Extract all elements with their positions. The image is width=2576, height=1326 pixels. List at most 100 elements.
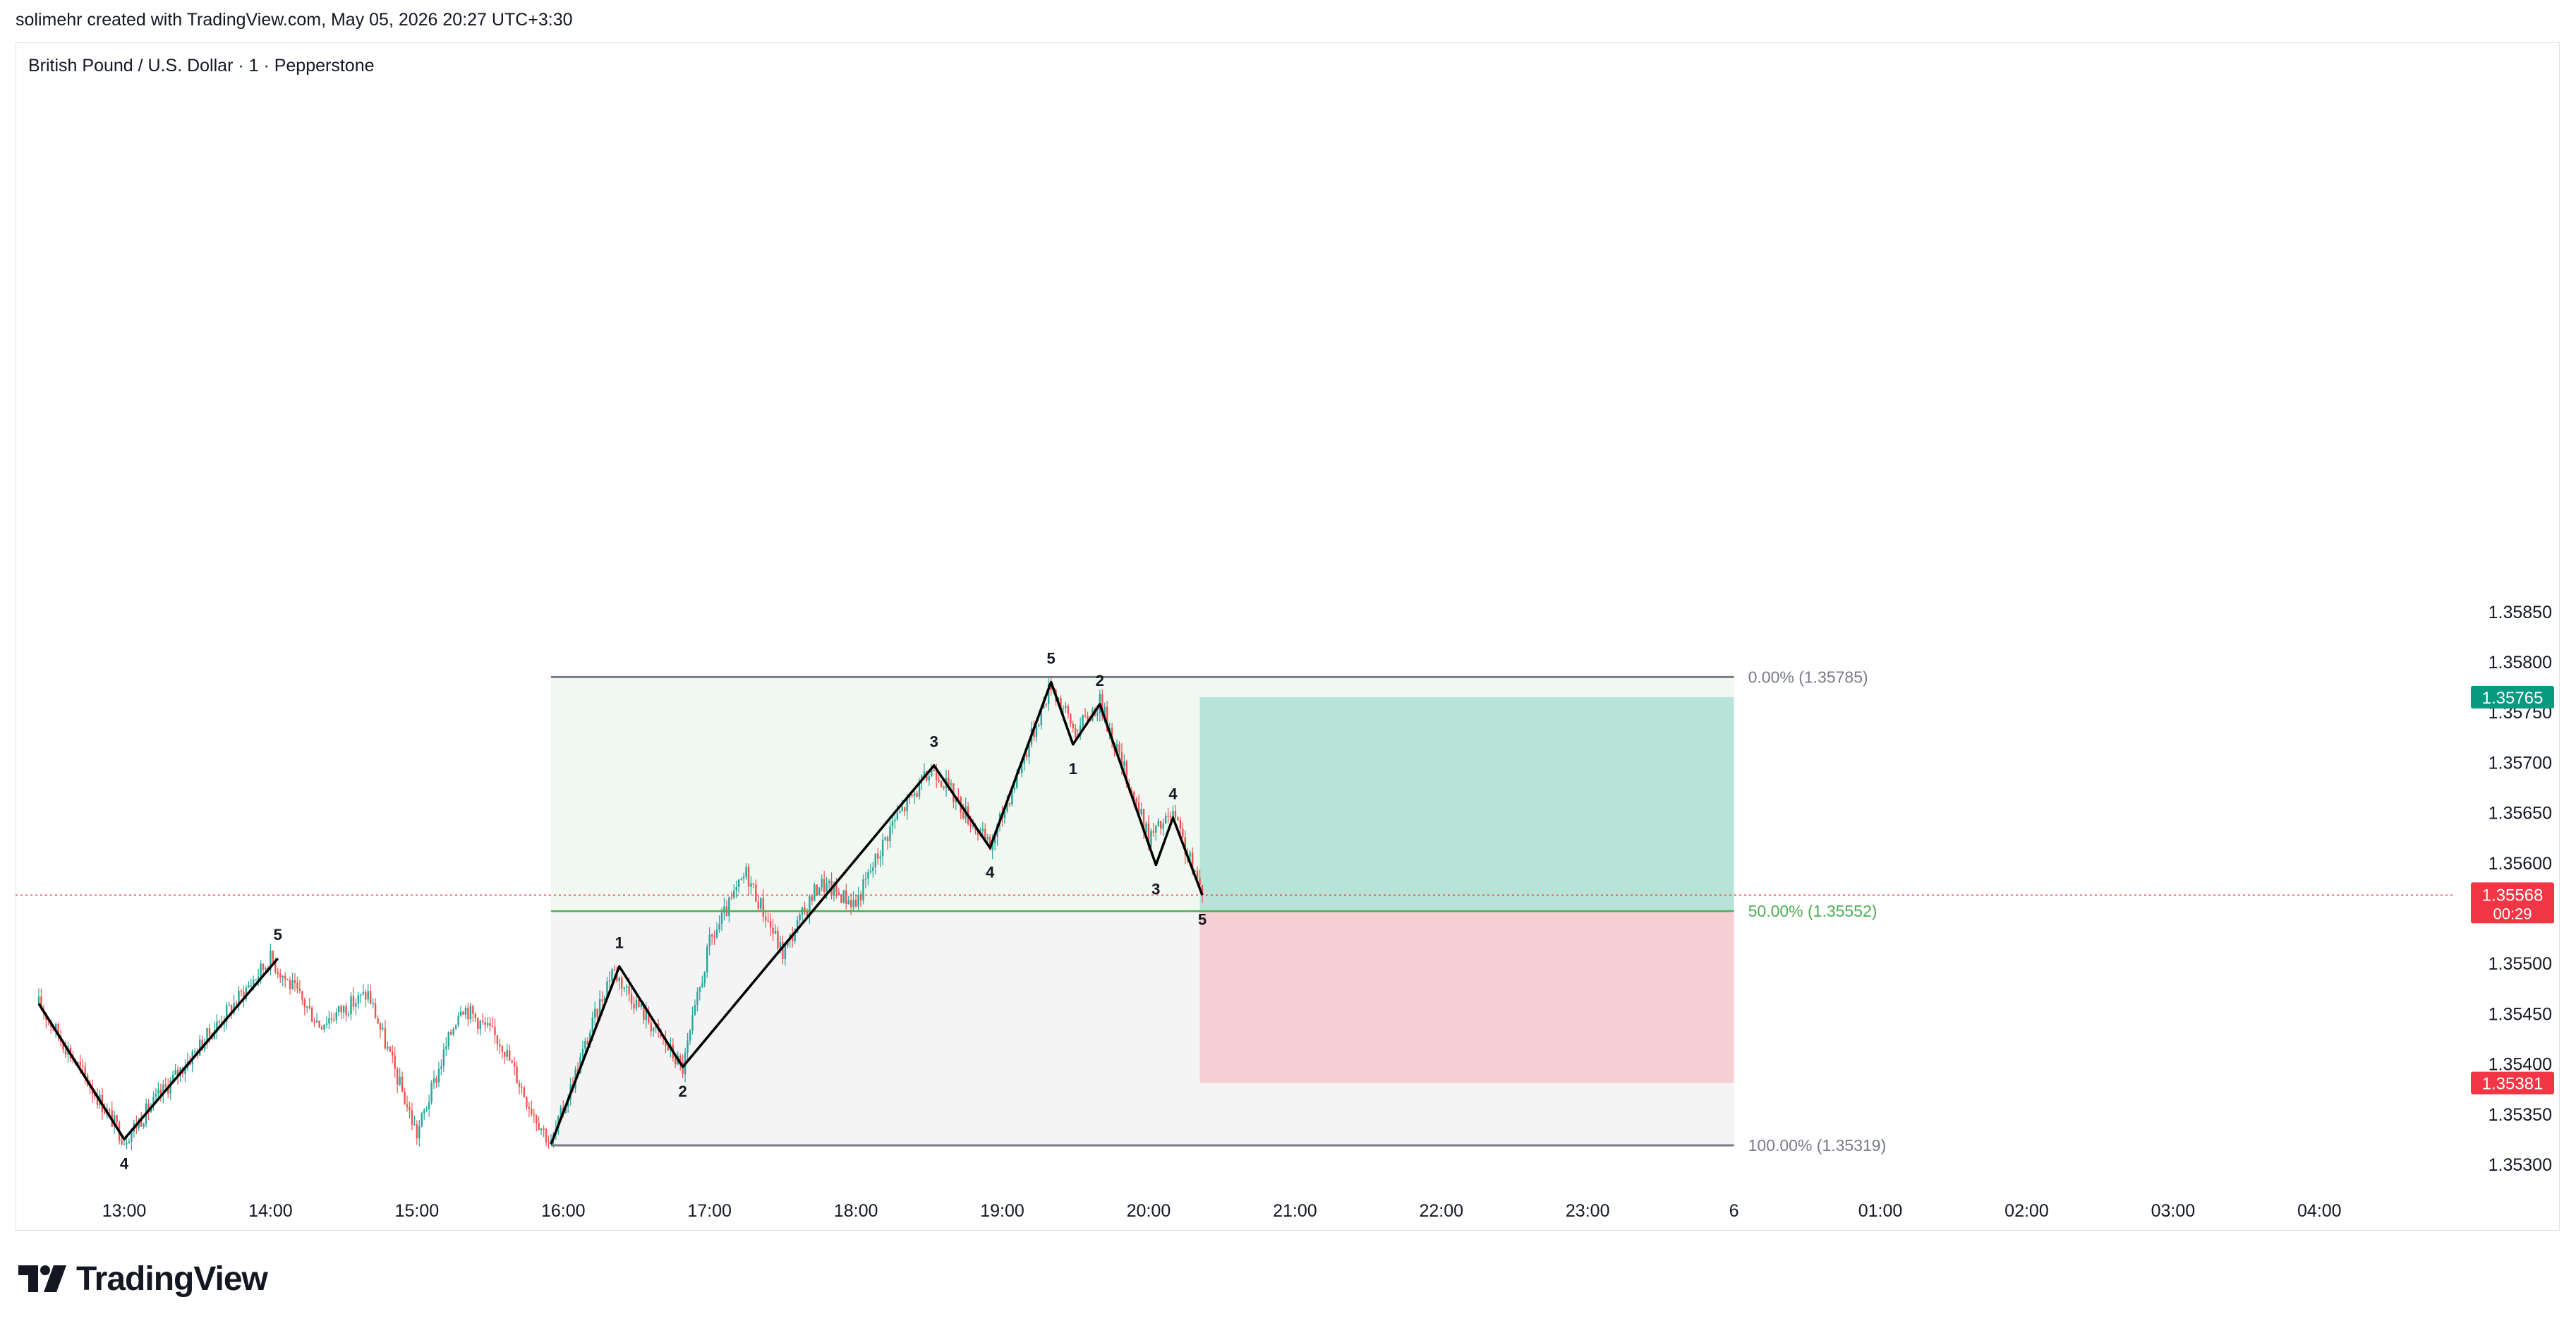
candle-body [126,1143,128,1145]
candle-body [433,1078,435,1083]
x-tick-4: 17:00 [687,1201,732,1221]
candle-body [1147,823,1150,847]
wave-label-6: 5 [1047,649,1056,667]
y-tick-3: 1.35700 [2489,753,2552,773]
candle-body [452,1028,454,1035]
candle-body [940,781,943,788]
candle-body [533,1114,535,1116]
candle-body [594,1008,596,1018]
candle-body [394,1055,396,1069]
candle-body [777,930,779,948]
candle-body [821,879,823,888]
candle-body [464,1007,467,1015]
candle-body [1028,745,1030,757]
candle-body [428,1102,430,1109]
candle-body [442,1049,445,1066]
candle-body [1070,713,1072,724]
candle-body [64,1049,67,1055]
candle-body [406,1104,409,1107]
symbol-title[interactable]: British Pound / U.S. Dollar · 1 · Pepper… [28,56,375,76]
candle-body [606,981,608,998]
candle-body [1048,684,1050,704]
candle-body [328,1018,330,1024]
candle-body [140,1119,143,1127]
candle-body [298,989,301,992]
candle-body [55,1023,57,1031]
candle-body [260,963,262,977]
candle-body [230,1005,233,1013]
candle-body [935,771,938,780]
candle-body [240,991,243,992]
profit-zone[interactable] [1199,697,1734,912]
candle-body [450,1032,452,1035]
candle-body [818,887,821,895]
candle-body [750,883,752,887]
candle-body [938,780,940,782]
tradingview-logo[interactable]: TradingView [18,1260,268,1298]
candle-body [879,856,881,859]
candle-body [899,811,901,813]
candle-body [184,1068,186,1074]
price-badge-stop[interactable] [2471,1071,2554,1095]
candle-body [347,1014,350,1015]
candle-body [650,1023,652,1032]
candle-body [864,879,867,880]
candle-body [849,900,852,908]
stop-zone[interactable] [1199,911,1734,1083]
current-price-label: 1.35568 [2482,886,2544,905]
candle-body [608,980,611,982]
candle-body [379,1023,382,1030]
candle-body [857,895,859,907]
candle-body [603,997,606,1001]
candle-body [274,961,277,972]
candle-body [392,1051,394,1056]
candle-body [518,1083,521,1087]
candle-body [948,778,950,785]
candle-body [320,1027,323,1030]
candle-body [706,946,708,972]
candle-body [1174,811,1177,818]
candle-body [628,986,630,994]
candle-body [387,1047,389,1049]
candle-body [1167,815,1169,817]
candle-body [384,1027,387,1049]
x-tick-7: 20:00 [1127,1201,1171,1221]
candle-body [852,899,854,908]
candle-body [679,1056,682,1062]
candle-body [928,776,931,781]
fib-levels: 0.00% (1.35785) 50.00% (1.35552) 100.00% (… [16,668,2454,1155]
candle-body [489,1023,491,1027]
candle-body [981,828,984,831]
candle-body [1050,684,1052,691]
candle-body [581,1049,584,1057]
candle-body [543,1128,545,1130]
candle-body [689,1030,691,1041]
candle-body [171,1075,174,1080]
candle-body [469,1006,472,1020]
candle-body [501,1046,504,1052]
candle-body [404,1092,406,1105]
candle-body [477,1018,479,1030]
candle-body [1082,715,1084,726]
candle-body [401,1076,404,1092]
waves-left[interactable] [37,957,279,1141]
candle-body [1179,819,1182,829]
waves-main[interactable] [550,680,1204,1145]
candle-body [869,871,872,873]
current-price-badge[interactable] [2471,882,2554,924]
candle-body [374,1003,377,1019]
candle-body [162,1084,164,1095]
candle-body [365,992,367,1000]
candle-body [1162,823,1164,829]
candle-body [923,771,926,776]
y-tick-5: 1.35600 [2489,854,2552,874]
candle-body [1123,761,1125,766]
candle-body [516,1066,518,1083]
y-tick-6: 1.35500 [2489,954,2552,974]
candle-body [645,1010,647,1020]
candle-body [1075,728,1077,737]
price-badge-target[interactable] [2471,685,2554,709]
candle-body [652,1027,655,1032]
y-tick-8: 1.35400 [2489,1055,2552,1075]
